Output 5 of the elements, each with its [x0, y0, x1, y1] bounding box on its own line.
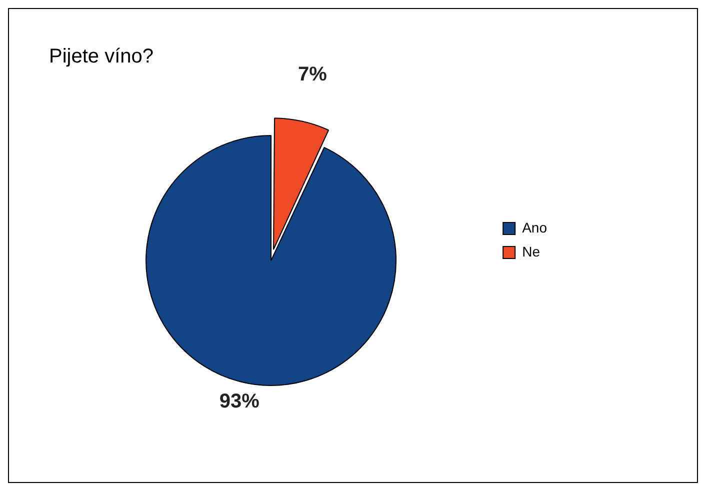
data-label: 93% — [219, 390, 260, 413]
chart-title: Pijete víno? — [49, 46, 154, 68]
legend-label: Ne — [522, 243, 540, 260]
data-label: 7% — [298, 64, 328, 86]
legend-label: Ano — [522, 219, 548, 236]
